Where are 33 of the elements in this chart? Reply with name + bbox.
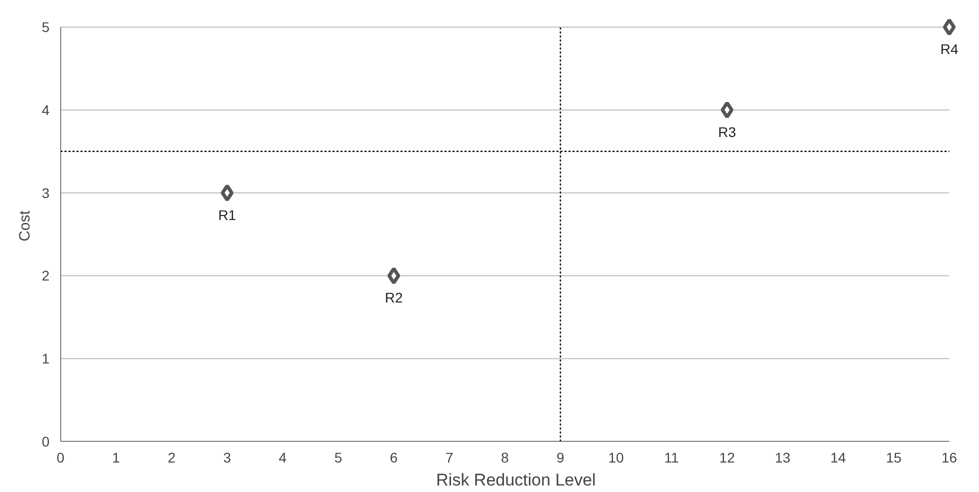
x-tick-label: 15 [886, 450, 902, 466]
x-tick-label: 12 [719, 450, 736, 466]
annotation: R2 [384, 290, 403, 306]
x-tick-label: 5 [334, 450, 342, 466]
y-tick-label: 2 [42, 268, 50, 284]
point [942, 18, 956, 36]
x-tick-label: 3 [223, 450, 232, 466]
point [720, 101, 734, 119]
point [387, 266, 400, 284]
x-tick-label: 10 [608, 450, 624, 466]
y-tick-label: 1 [42, 350, 50, 367]
y-axis-title: Cost [16, 210, 34, 242]
annotation: R4 [940, 41, 958, 58]
y-tick-label: 0 [42, 434, 50, 450]
x-tick-label: 16 [941, 450, 958, 466]
y-tick-label: 5 [42, 19, 50, 36]
x-tick-label: 13 [774, 450, 791, 466]
x-tick-label: 2 [168, 450, 176, 466]
point [220, 184, 234, 202]
x-tick-label: 0 [56, 450, 65, 466]
x-tick-label: 1 [112, 450, 120, 466]
annotation: R1 [218, 206, 236, 223]
y-tick-label: 4 [42, 102, 50, 118]
annotation: R3 [718, 124, 736, 140]
x-tick-label: 9 [556, 450, 565, 466]
x-axis-title: Risk Reduction Level [436, 470, 596, 490]
y-tick-label: 3 [42, 184, 50, 201]
x-tick-label: 14 [830, 450, 846, 466]
x-tick-label: 11 [664, 450, 680, 466]
x-tick-label: 7 [445, 450, 454, 466]
x-tick-label: 4 [278, 450, 287, 466]
x-tick-label: 6 [390, 450, 398, 466]
x-tick-label: 8 [500, 450, 509, 466]
